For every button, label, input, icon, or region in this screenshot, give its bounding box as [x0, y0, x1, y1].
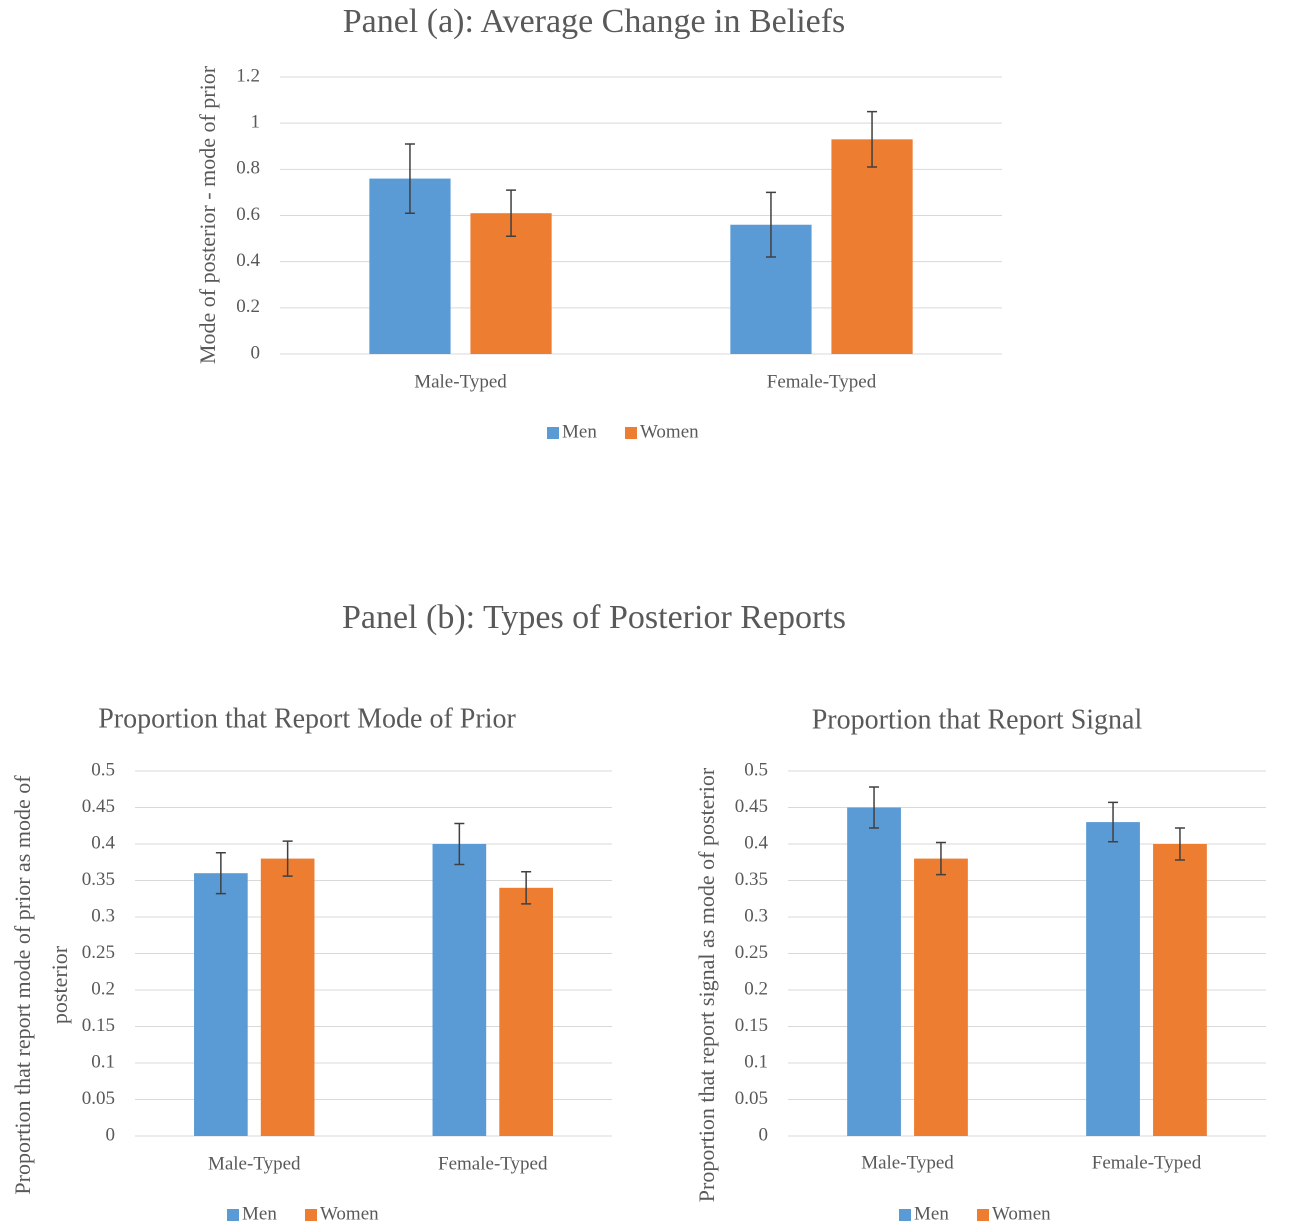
error-bar	[1108, 801, 1119, 843]
bar	[1086, 822, 1140, 1136]
y-tick-label: 1.2	[236, 65, 260, 86]
legend-swatch	[227, 1209, 239, 1221]
chart-title: Panel (a): Average Change in Beliefs	[343, 3, 846, 40]
y-tick-label: 0.1	[744, 1051, 768, 1072]
error-bar	[1174, 827, 1185, 861]
x-tick-label: Male-Typed	[208, 1153, 301, 1174]
bar	[831, 139, 913, 354]
x-tick-label: Female-Typed	[1092, 1152, 1202, 1173]
y-tick-label: 0.05	[82, 1088, 115, 1109]
y-tick-label: 0.1	[91, 1051, 115, 1072]
y-tick-label: 0.2	[91, 978, 115, 999]
error-bar	[454, 822, 465, 866]
error-bar	[765, 191, 776, 258]
bar	[1153, 844, 1207, 1136]
y-tick-label: 1	[251, 112, 261, 133]
x-tick-label: Male-Typed	[861, 1152, 954, 1173]
panel-heading: Panel (b): Types of Posterior Reports	[342, 599, 846, 636]
y-axis-label: Proportion that report mode of prior as …	[10, 775, 72, 1195]
error-bar	[215, 852, 226, 895]
y-tick-label: 0.3	[91, 905, 115, 926]
y-tick-label: 0.2	[744, 978, 768, 999]
bar	[847, 807, 901, 1136]
y-tick-label: 0.5	[91, 759, 115, 780]
y-tick-label: 0.05	[735, 1088, 768, 1109]
error-bar	[869, 786, 880, 829]
x-tick-label: Female-Typed	[438, 1153, 548, 1174]
y-tick-label: 0.25	[82, 942, 115, 963]
error-bar	[404, 143, 415, 214]
legend-swatch	[547, 427, 559, 439]
legend-label: Women	[992, 1203, 1051, 1224]
legend-swatch	[899, 1209, 911, 1221]
bar	[194, 873, 248, 1136]
legend-swatch	[977, 1209, 989, 1221]
chart-title: Proportion that Report Mode of Prior	[98, 703, 516, 734]
legend-label: Men	[914, 1203, 949, 1224]
y-tick-label: 0	[251, 342, 261, 363]
y-tick-label: 0.8	[236, 158, 260, 179]
y-tick-label: 0.3	[744, 905, 768, 926]
y-tick-label: 0.2	[236, 296, 260, 317]
bar	[914, 858, 968, 1136]
y-tick-label: 0.4	[236, 250, 260, 271]
x-tick-label: Male-Typed	[414, 371, 507, 392]
y-tick-label: 0.45	[82, 796, 115, 817]
legend-label: Women	[320, 1203, 379, 1224]
y-tick-label: 0.5	[744, 759, 768, 780]
y-tick-label: 0	[759, 1124, 769, 1145]
error-bar	[506, 189, 517, 238]
chart-title: Proportion that Report Signal	[812, 704, 1143, 735]
x-tick-label: Female-Typed	[767, 371, 877, 392]
y-tick-label: 0.4	[91, 832, 115, 853]
y-axis-label: Proportion that report signal as mode of…	[693, 767, 719, 1203]
bar	[432, 844, 487, 1136]
y-tick-label: 0.35	[82, 869, 115, 890]
bar	[260, 858, 315, 1136]
legend-swatch	[625, 427, 637, 439]
error-bar	[521, 870, 532, 905]
y-tick-label: 0.15	[82, 1015, 115, 1036]
error-bar	[867, 110, 878, 168]
error-bar	[282, 840, 293, 877]
y-tick-label: 0.4	[744, 832, 768, 853]
y-axis-label: Mode of posterior - mode of prior	[194, 65, 220, 365]
y-tick-label: 0.15	[735, 1015, 768, 1036]
y-tick-label: 0.45	[735, 796, 768, 817]
bar	[499, 887, 553, 1136]
legend-swatch	[305, 1209, 317, 1221]
y-tick-label: 0	[106, 1124, 116, 1145]
error-bar	[935, 841, 946, 876]
legend-label: Men	[562, 421, 597, 442]
y-tick-label: 0.25	[735, 942, 768, 963]
legend-label: Women	[640, 421, 699, 442]
y-tick-label: 0.35	[735, 869, 768, 890]
y-tick-label: 0.6	[236, 204, 260, 225]
legend-label: Men	[242, 1203, 277, 1224]
